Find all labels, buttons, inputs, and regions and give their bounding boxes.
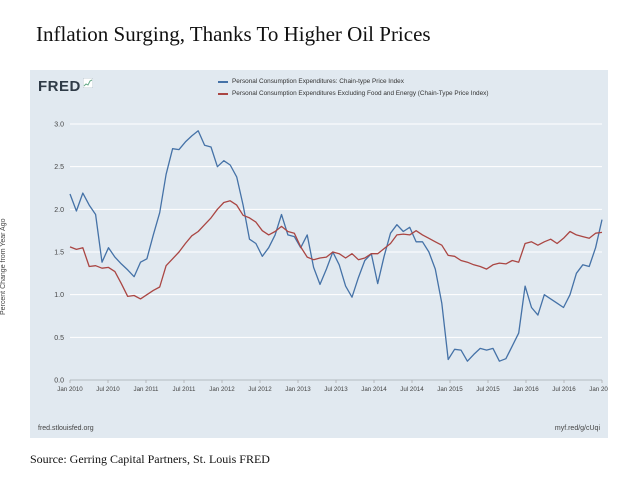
y-axis-label: Percent Change from Year Ago	[0, 218, 7, 315]
x-tick-label: Jan 2017	[589, 386, 608, 393]
fred-logo: FRED	[38, 78, 93, 95]
page-headline: Inflation Surging, Thanks To Higher Oil …	[36, 22, 431, 46]
source-note: Source: Gerring Capital Partners, St. Lo…	[30, 452, 270, 466]
x-tick-label: Jan 2013	[285, 386, 311, 393]
x-tick-label: Jan 2014	[361, 386, 387, 393]
y-tick-label: 3.0	[54, 122, 64, 129]
y-tick-label: 1.0	[54, 292, 64, 299]
x-tick-label: Jan 2015	[437, 386, 463, 393]
fred-short-link: myf.red/g/cUqi	[554, 425, 600, 432]
fred-chart-panel: FRED Personal Consumption Expenditures: …	[0, 70, 608, 438]
y-tick-label: 2.0	[54, 207, 64, 214]
y-tick-label: 0.5	[54, 335, 64, 342]
series-line-pce	[69, 130, 603, 362]
x-tick-label: Jan 2010	[57, 386, 83, 393]
x-tick-label: Jan 2012	[209, 386, 235, 393]
x-tick-label: Jul 2014	[400, 386, 424, 393]
legend-label-core: Personal Consumption Expenditures Exclud…	[232, 90, 489, 97]
x-tick-label: Jul 2010	[96, 386, 120, 393]
y-tick-label: 0.0	[54, 378, 64, 385]
x-tick-label: Jan 2016	[513, 386, 539, 393]
x-tick-label: Jul 2013	[324, 386, 348, 393]
legend-item-pce: Personal Consumption Expenditures: Chain…	[218, 76, 488, 88]
x-tick-label: Jan 2011	[134, 386, 160, 393]
legend-item-core: Personal Consumption Expenditures Exclud…	[218, 88, 488, 100]
x-tick-label: Jul 2016	[552, 386, 576, 393]
x-tick-label: Jul 2012	[248, 386, 272, 393]
fred-logo-text: FRED	[38, 78, 81, 95]
fred-source-url: fred.stlouisfed.org	[38, 425, 94, 432]
legend-swatch-core	[218, 93, 228, 95]
x-tick-label: Jul 2015	[476, 386, 500, 393]
chart-plot: 0.0 0.5 1.0 1.5 2.0 2.5 3.0 Jan 2010 Jul 2010 Jan…	[54, 122, 608, 394]
y-tick-label: 2.5	[54, 164, 64, 171]
chart-legend: Personal Consumption Expenditures: Chain…	[218, 76, 488, 100]
legend-swatch-pce	[218, 81, 228, 83]
legend-label-pce: Personal Consumption Expenditures: Chain…	[232, 78, 404, 85]
series-line-core	[69, 200, 603, 300]
fred-logo-graph-icon	[82, 78, 93, 88]
x-tick-label: Jul 2011	[173, 386, 196, 393]
y-tick-label: 1.5	[54, 250, 64, 257]
